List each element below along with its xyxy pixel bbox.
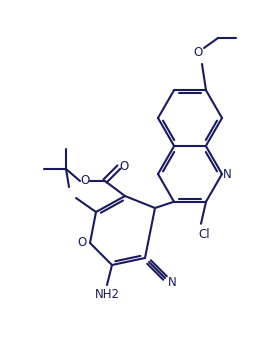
Text: N: N [168,276,176,289]
Text: O: O [77,237,87,250]
Text: O: O [80,174,90,187]
Text: N: N [223,168,231,180]
Text: NH2: NH2 [94,288,119,301]
Text: O: O [119,161,129,174]
Text: Cl: Cl [198,228,210,241]
Text: O: O [193,46,203,59]
